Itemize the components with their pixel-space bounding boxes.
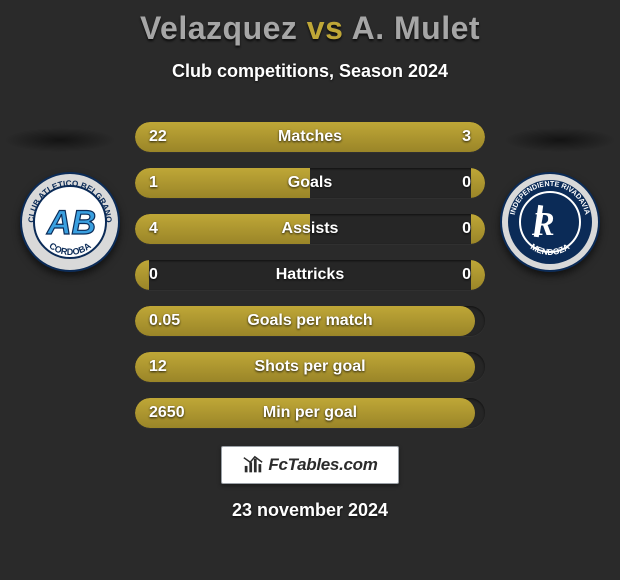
stat-row: 10Goals (135, 168, 485, 198)
svg-text:AB: AB (46, 204, 96, 242)
badge-shadow-right (505, 128, 615, 152)
stat-row: 40Assists (135, 214, 485, 244)
source-logo-text: FcTables.com (268, 455, 377, 475)
subtitle: Club competitions, Season 2024 (0, 61, 620, 82)
badge-shadow-left (5, 128, 115, 152)
player1-name: Velazquez (140, 10, 297, 46)
stat-label: Matches (135, 122, 485, 152)
stat-row: 12Shots per goal (135, 352, 485, 382)
source-logo: FcTables.com (221, 446, 399, 484)
bar-chart-icon (242, 454, 264, 476)
stat-label: Min per goal (135, 398, 485, 428)
svg-text:R: R (531, 206, 555, 243)
vs-label: vs (307, 10, 344, 46)
stat-row: 223Matches (135, 122, 485, 152)
club-badge-left: CLUB ATLETICO BELGRANO CORDOBA AB (20, 172, 120, 272)
page-title: Velazquez vs A. Mulet (0, 0, 620, 47)
stat-bars: 223Matches 10Goals 40Assists 00Hattricks 0.0… (135, 122, 485, 444)
comparison-card: Velazquez vs A. Mulet Club competitions,… (0, 0, 620, 580)
stat-label: Hattricks (135, 260, 485, 290)
stat-row: 0.05Goals per match (135, 306, 485, 336)
stat-label: Goals (135, 168, 485, 198)
rivadavia-badge-icon: INDEPENDIENTE RIVADAVIA MENDOZA R (500, 172, 600, 272)
stat-label: Assists (135, 214, 485, 244)
stat-row: 2650Min per goal (135, 398, 485, 428)
stat-label: Goals per match (135, 306, 485, 336)
footer-date: 23 november 2024 (0, 500, 620, 521)
player2-name: A. Mulet (352, 10, 480, 46)
stat-label: Shots per goal (135, 352, 485, 382)
stat-row: 00Hattricks (135, 260, 485, 290)
belgrano-badge-icon: CLUB ATLETICO BELGRANO CORDOBA AB (20, 172, 120, 272)
club-badge-right: INDEPENDIENTE RIVADAVIA MENDOZA R (500, 172, 600, 272)
